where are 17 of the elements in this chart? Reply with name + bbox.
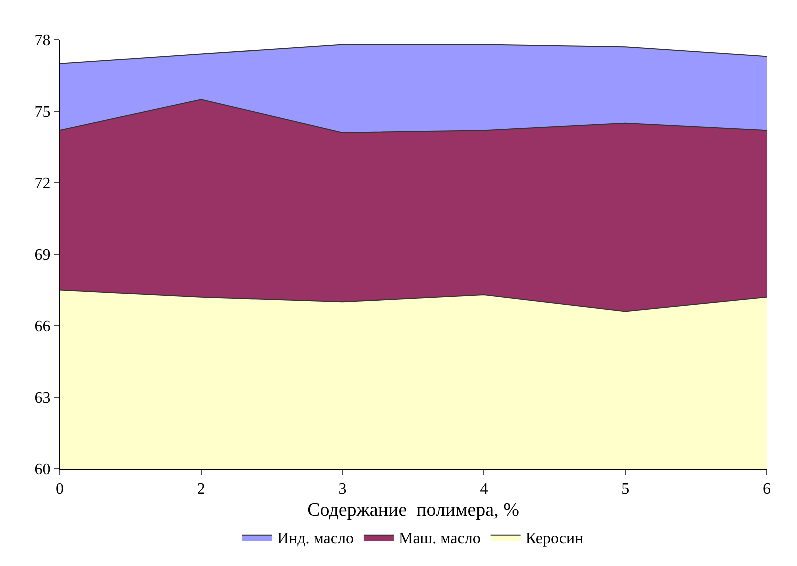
x-tick-label: 6 <box>763 481 771 498</box>
legend-label: Керосин <box>526 530 584 548</box>
y-tick-label: 63 <box>34 390 51 408</box>
x-tick-label: 5 <box>622 481 630 498</box>
x-tick-label: 3 <box>338 481 347 498</box>
y-tick-label: 60 <box>34 462 51 479</box>
x-tick-label: 4 <box>480 481 488 498</box>
y-tick-label: 75 <box>34 104 51 122</box>
x-tick-label: 2 <box>197 481 206 498</box>
legend-label: Инд. масло <box>278 530 354 548</box>
y-tick-label: 72 <box>34 176 51 193</box>
x-tick-label: 0 <box>56 481 64 498</box>
y-tick-label: 66 <box>34 318 51 336</box>
legend-label: Маш. масло <box>398 530 481 548</box>
y-tick-label: 78 <box>34 32 51 50</box>
x-axis-title: Содержание полимера, % <box>308 500 520 521</box>
y-tick-label: 69 <box>34 247 51 264</box>
